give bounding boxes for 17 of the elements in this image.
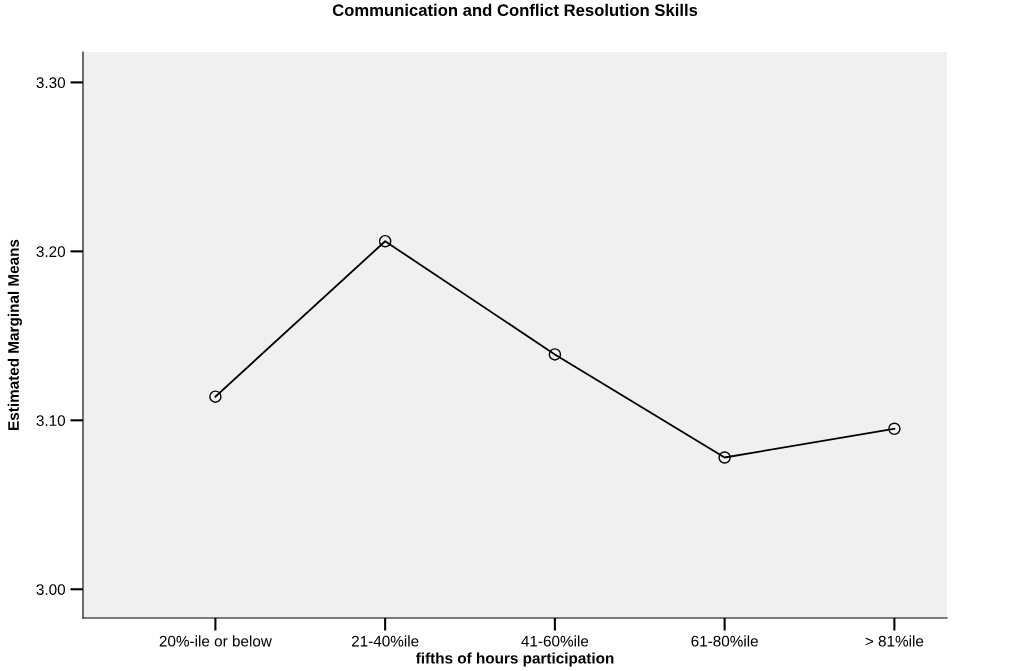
y-axis-title: Estimated Marginal Means	[7, 239, 23, 430]
point	[378, 234, 392, 248]
x-tick-label: > 81%ile	[865, 635, 924, 647]
x-tick-label: 21-40%ile	[351, 635, 419, 647]
chart-title: Communication and Conflict Resolution Skills	[332, 3, 698, 17]
y-tick-label: 3.30	[36, 77, 66, 89]
x-tick-label: 61-80%ile	[691, 635, 758, 647]
x-axis-title: fifths of hours participation	[415, 652, 614, 667]
x-tick-label: 20%-ile or below	[159, 635, 272, 647]
point	[548, 348, 562, 361]
point	[888, 422, 901, 436]
point	[209, 390, 222, 403]
x-tick-label: 41-60%ile	[521, 635, 589, 647]
y-tick-label: 3.00	[36, 584, 66, 595]
y-tick-label: 3.20	[36, 246, 66, 258]
y-tick-label: 3.10	[36, 415, 66, 427]
point	[718, 451, 731, 464]
